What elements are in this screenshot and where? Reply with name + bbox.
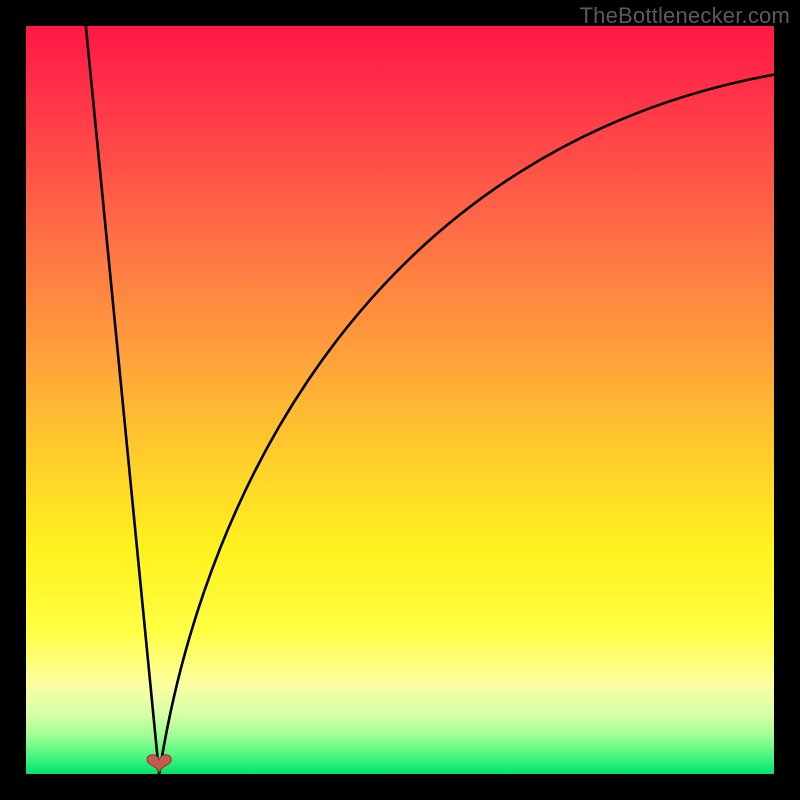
plot-area	[26, 26, 774, 774]
attribution-label: TheBottlenecker.com	[580, 3, 790, 29]
chart-frame: TheBottlenecker.com	[0, 0, 800, 800]
markers-layer	[26, 26, 774, 774]
min-heart-marker	[147, 755, 171, 773]
